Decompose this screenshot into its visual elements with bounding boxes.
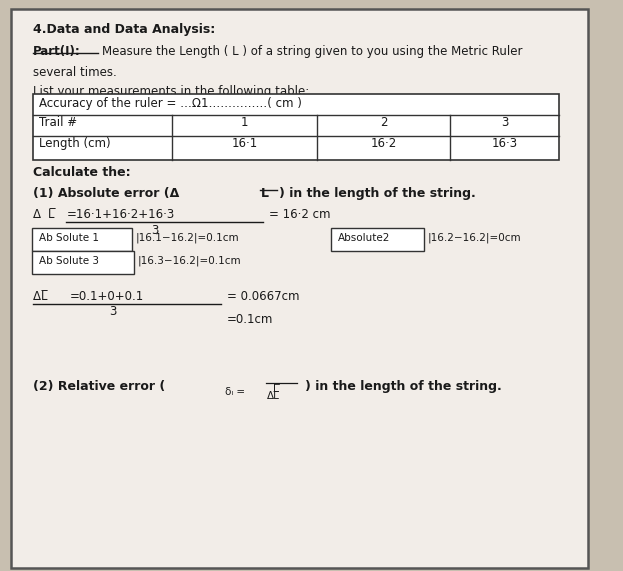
Text: |16.2−16.2|=0cm: |16.2−16.2|=0cm: [428, 233, 521, 243]
FancyBboxPatch shape: [331, 228, 424, 251]
Text: Trail #: Trail #: [39, 116, 77, 130]
Text: (2) Relative error (: (2) Relative error (: [33, 380, 166, 393]
Text: 2: 2: [380, 116, 388, 130]
Text: Accuracy of the ruler = …Ω1……………( cm ): Accuracy of the ruler = …Ω1……………( cm ): [39, 97, 302, 110]
Text: L: L: [261, 187, 269, 200]
Text: Measure the Length ( L ) of a string given to you using the Metric Ruler: Measure the Length ( L ) of a string giv…: [102, 45, 522, 58]
Text: Absolute2: Absolute2: [338, 233, 391, 243]
Text: L̅: L̅: [49, 208, 55, 222]
Text: several times.: several times.: [33, 66, 117, 79]
Text: Δ: Δ: [33, 208, 41, 222]
Text: ΔL̅: ΔL̅: [267, 391, 280, 401]
Text: 3: 3: [501, 116, 508, 130]
FancyBboxPatch shape: [32, 228, 132, 251]
Text: Part(I):: Part(I):: [33, 45, 81, 58]
FancyBboxPatch shape: [32, 251, 134, 274]
Text: |16.3−16.2|=0.1cm: |16.3−16.2|=0.1cm: [138, 256, 241, 266]
Text: =0.1cm: =0.1cm: [227, 313, 273, 326]
Text: =16·1+16·2+16·3: =16·1+16·2+16·3: [67, 208, 174, 222]
FancyBboxPatch shape: [11, 9, 588, 568]
Text: (1) Absolute error (Δ: (1) Absolute error (Δ: [33, 187, 179, 200]
Text: 1: 1: [241, 116, 249, 130]
Text: L̅: L̅: [273, 384, 279, 394]
Text: 4.Data and Data Analysis:: 4.Data and Data Analysis:: [33, 23, 216, 36]
Text: |16.1−16.2|=0.1cm: |16.1−16.2|=0.1cm: [136, 233, 240, 243]
Text: 3: 3: [109, 305, 116, 319]
Bar: [33, 94, 559, 160]
Text: List your measurements in the following table:: List your measurements in the following …: [33, 85, 310, 98]
Text: = 16·2 cm: = 16·2 cm: [269, 208, 330, 222]
Text: = 0.0667cm: = 0.0667cm: [227, 290, 299, 303]
Text: 16·2: 16·2: [371, 137, 397, 150]
Text: 3: 3: [151, 224, 158, 237]
Text: ) in the length of the string.: ) in the length of the string.: [305, 380, 502, 393]
Text: ) in the length of the string.: ) in the length of the string.: [279, 187, 476, 200]
Text: Ab Solute 1: Ab Solute 1: [39, 233, 99, 243]
Text: Ab Solute 3: Ab Solute 3: [39, 256, 99, 266]
Text: ΔL̅: ΔL̅: [33, 290, 52, 303]
Text: 16·3: 16·3: [492, 137, 518, 150]
Text: Length (cm): Length (cm): [39, 137, 111, 150]
Text: Calculate the:: Calculate the:: [33, 166, 131, 179]
Text: =0.1+0+0.1: =0.1+0+0.1: [70, 290, 144, 303]
Text: 16·1: 16·1: [232, 137, 258, 150]
Text: δₗ =: δₗ =: [225, 387, 245, 397]
